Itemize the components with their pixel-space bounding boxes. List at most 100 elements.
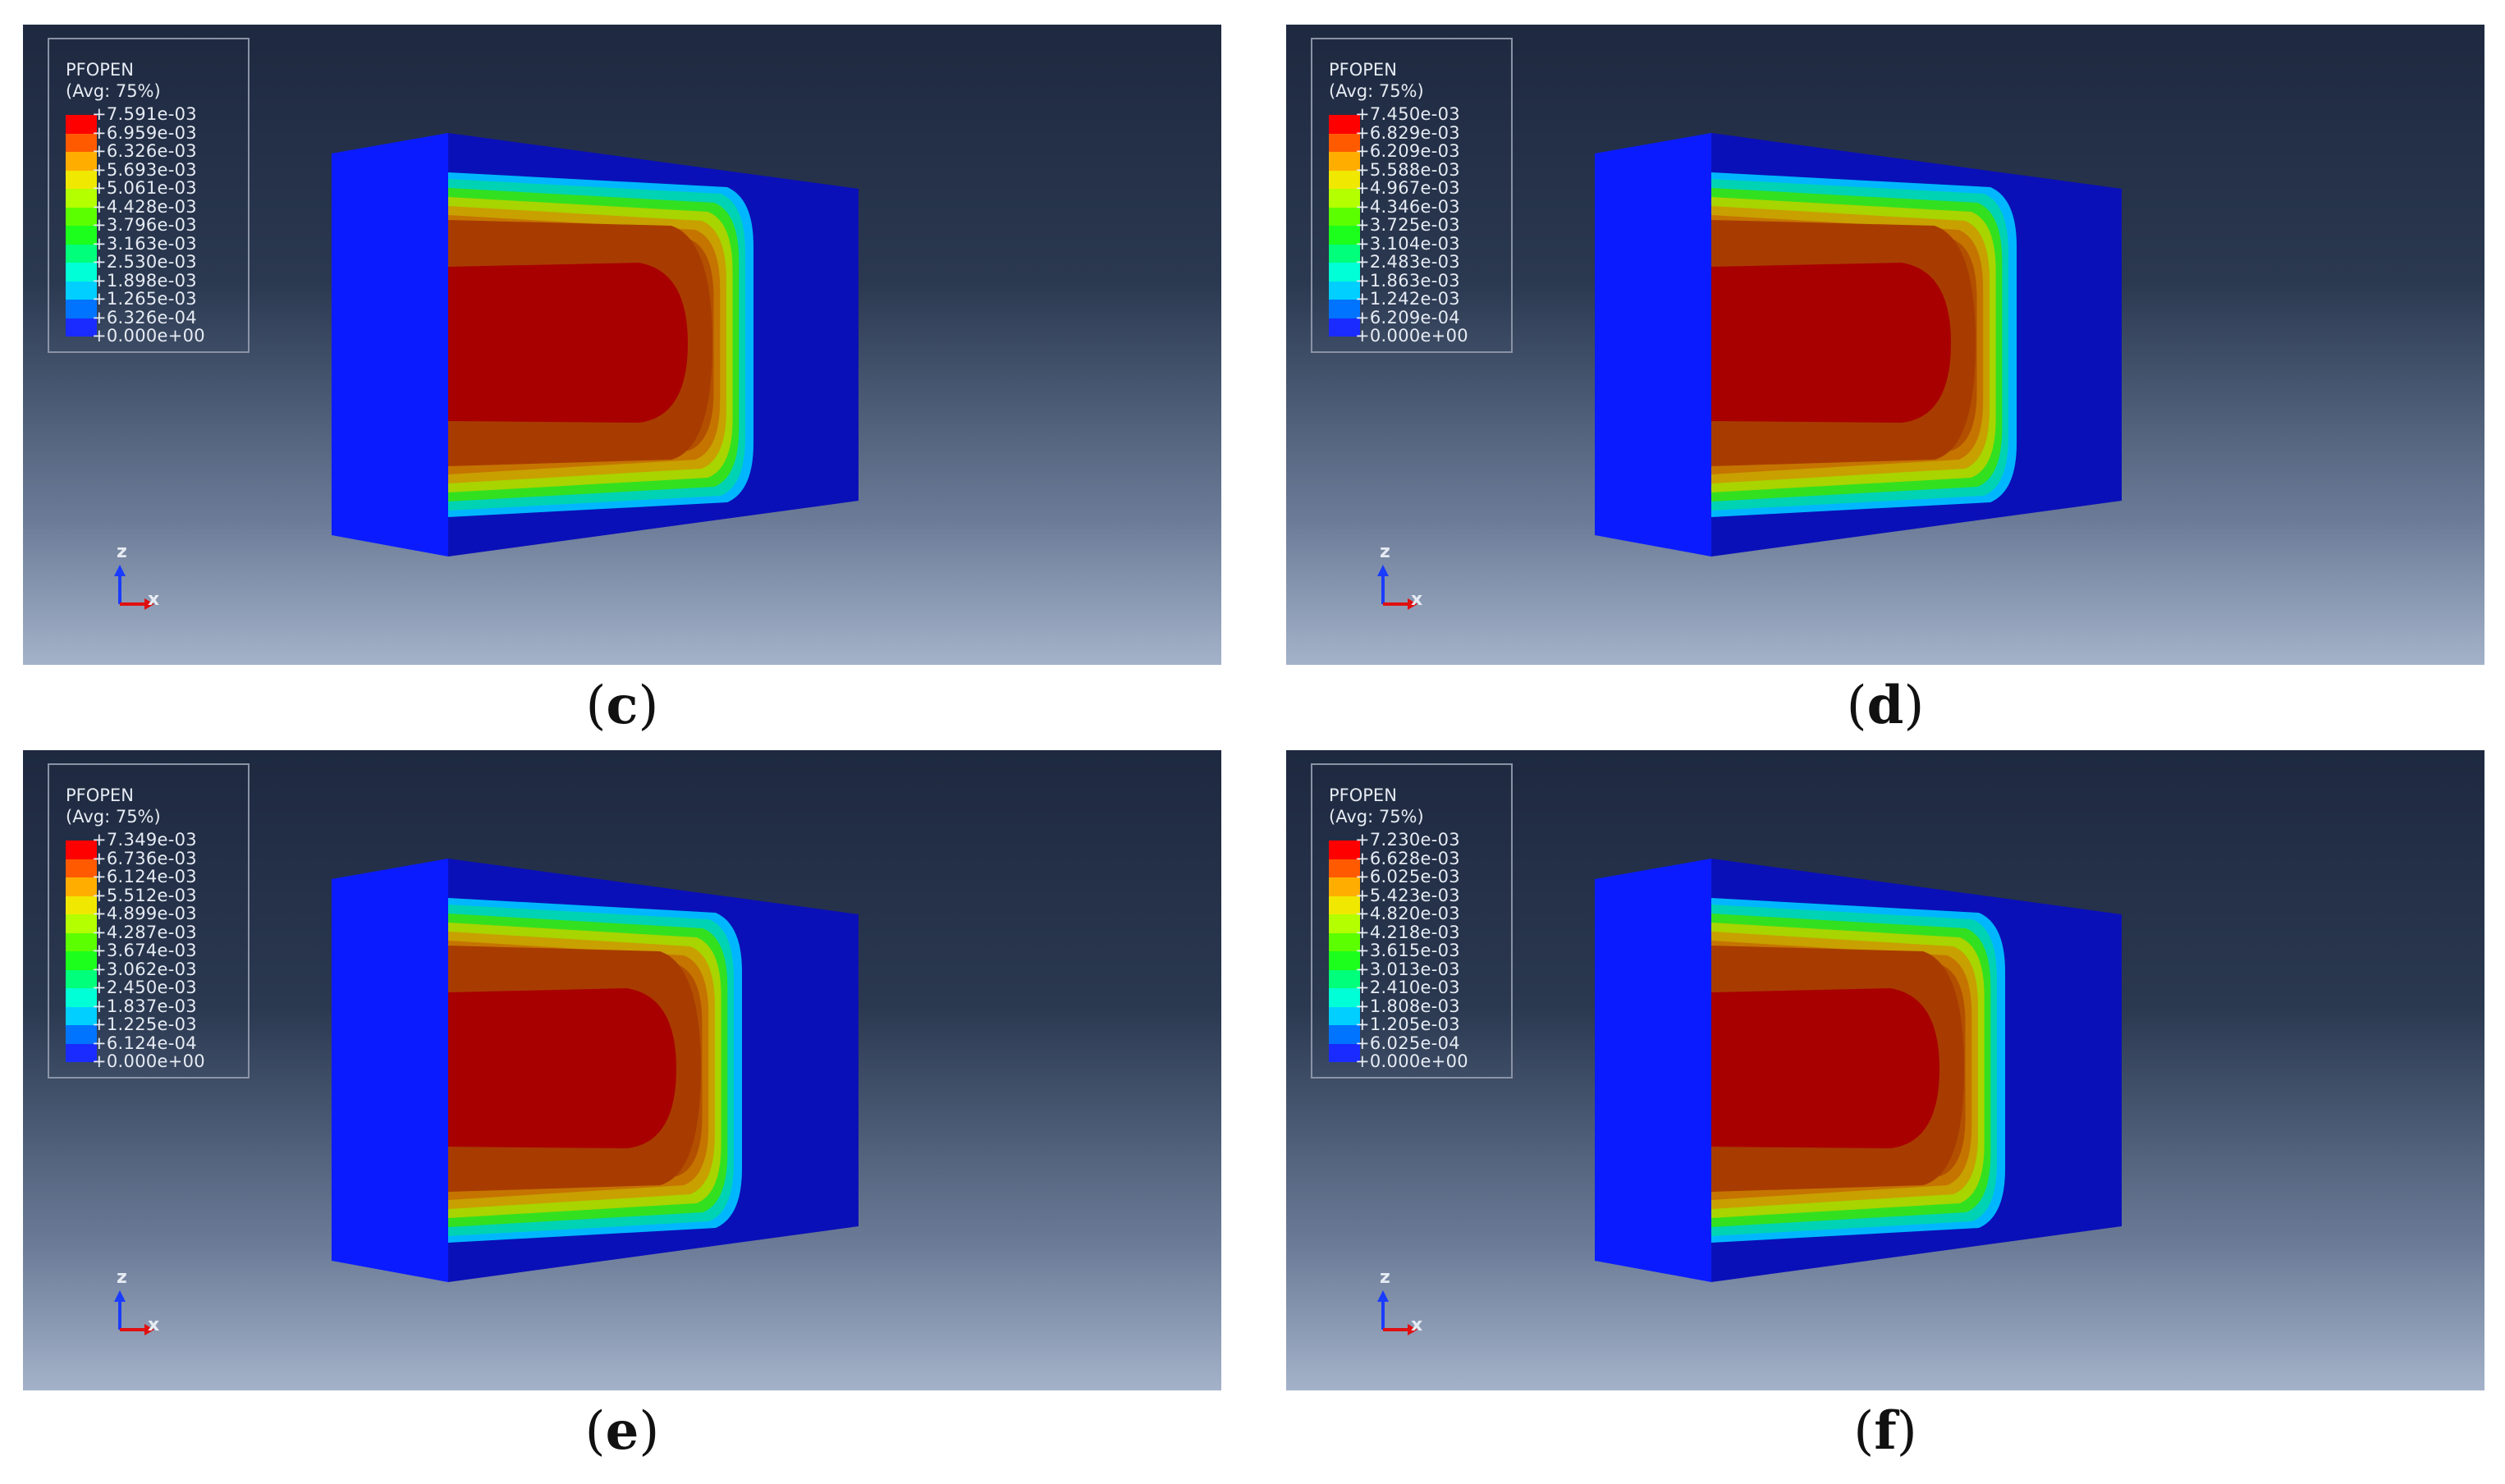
axis-triad-arrows: [114, 565, 154, 610]
legend-swatch: [66, 189, 97, 208]
axis-triad: z x: [1368, 1267, 1450, 1349]
legend-swatch: [66, 152, 97, 171]
caption-f: (f): [1853, 1400, 1917, 1462]
legend-swatch: [1329, 281, 1360, 300]
legend-swatch: [1329, 951, 1360, 970]
caption-d: (d): [1846, 675, 1925, 736]
legend-title: PFOPEN: [1329, 60, 1397, 80]
legend-value: +0.000e+00: [92, 326, 205, 346]
legend-value: +4.428e-03: [92, 196, 197, 217]
legend-value: +5.512e-03: [92, 885, 197, 905]
contour-legend: PFOPEN (Avg: 75%) +7.349e-03 +6.736e-03 +6…: [48, 763, 250, 1079]
legend-value: +6.959e-03: [92, 122, 197, 143]
block-front-face: [1595, 133, 1711, 556]
legend-swatch: [1329, 152, 1360, 171]
legend-subtitle: (Avg: 75%): [66, 807, 161, 827]
legend-swatch: [1329, 877, 1360, 896]
legend-value: +6.124e-03: [92, 867, 197, 886]
legend-swatch: [66, 1006, 97, 1025]
legend-value: +3.674e-03: [92, 941, 197, 960]
legend-value: +3.013e-03: [1355, 959, 1460, 979]
legend-value: +4.820e-03: [1355, 904, 1460, 923]
legend-value: +1.837e-03: [92, 996, 197, 1016]
legend-swatch: [1329, 244, 1360, 263]
legend-subtitle: (Avg: 75%): [1329, 81, 1424, 101]
legend-labels: +7.230e-03 +6.628e-03 +6.025e-03 +5.423e-03…: [1355, 831, 1468, 1071]
model-view: [1595, 859, 2122, 1282]
legend-value: +7.591e-03: [92, 104, 197, 124]
legend-value: +4.218e-03: [1355, 922, 1460, 942]
legend-value: +4.287e-03: [92, 922, 197, 942]
legend-swatch: [66, 840, 97, 859]
legend-value: +1.265e-03: [92, 289, 197, 309]
model-view: [332, 859, 859, 1282]
legend-swatch: [66, 1025, 97, 1044]
legend-swatch: [66, 914, 97, 933]
legend-swatch: [1329, 969, 1360, 988]
axis-x-label: x: [1411, 589, 1423, 610]
legend-value: +4.899e-03: [92, 904, 197, 923]
axis-triad-arrows: [114, 1290, 154, 1335]
legend-swatch: [66, 207, 97, 226]
legend-value: +5.423e-03: [1355, 885, 1460, 905]
legend-swatch: [66, 170, 97, 189]
legend-value: +2.410e-03: [1355, 978, 1460, 997]
contour-core: [448, 988, 676, 1148]
legend-value: +3.615e-03: [1355, 941, 1460, 960]
legend-swatch: [1329, 1006, 1360, 1025]
legend-swatch: [66, 281, 97, 300]
legend-color-scale: [66, 115, 97, 337]
legend-value: +6.628e-03: [1355, 848, 1460, 868]
legend-value: +0.000e+00: [1355, 326, 1468, 346]
legend-swatch: [1329, 840, 1360, 859]
legend-swatch: [66, 969, 97, 988]
legend-value: +1.898e-03: [92, 270, 197, 291]
legend-value: +6.124e-04: [92, 1033, 197, 1053]
legend-value: +6.326e-03: [92, 141, 197, 161]
legend-value: +6.829e-03: [1355, 122, 1460, 143]
caption-e: (e): [584, 1400, 660, 1462]
legend-value: +1.808e-03: [1355, 996, 1460, 1016]
legend-value: +6.025e-03: [1355, 867, 1460, 886]
legend-value: +6.736e-03: [92, 848, 197, 868]
legend-swatch: [1329, 226, 1360, 245]
legend-value: +0.000e+00: [1355, 1051, 1468, 1071]
legend-swatch: [1329, 318, 1360, 337]
legend-value: +0.000e+00: [92, 1051, 205, 1071]
legend-swatch: [66, 1043, 97, 1062]
legend-swatch: [66, 263, 97, 282]
legend-subtitle: (Avg: 75%): [66, 81, 161, 101]
legend-value: +1.225e-03: [92, 1015, 197, 1034]
legend-color-scale: [1329, 115, 1360, 337]
legend-value: +3.062e-03: [92, 959, 197, 979]
legend-value: +6.209e-04: [1355, 307, 1460, 327]
legend-value: +7.349e-03: [92, 830, 197, 850]
contour-panel-e: PFOPEN (Avg: 75%) +7.349e-03 +6.736e-03 +6…: [23, 750, 1221, 1390]
caption-letter: f: [1874, 1400, 1897, 1462]
legend-swatch: [1329, 300, 1360, 318]
legend-swatch: [1329, 263, 1360, 282]
legend-labels: +7.349e-03 +6.736e-03 +6.124e-03 +5.512e-03…: [92, 831, 205, 1071]
contour-panel-f: PFOPEN (Avg: 75%) +7.230e-03 +6.628e-03 +6…: [1286, 750, 2484, 1390]
legend-value: +6.209e-03: [1355, 141, 1460, 161]
legend-value: +1.242e-03: [1355, 289, 1460, 309]
legend-swatch: [1329, 170, 1360, 189]
legend-swatch: [1329, 895, 1360, 914]
contour-panel-c: PFOPEN (Avg: 75%) +7.591e-03 +6.959e-03 +6…: [23, 25, 1221, 665]
axis-triad: z x: [1368, 542, 1450, 624]
legend-subtitle: (Avg: 75%): [1329, 807, 1424, 827]
caption-letter: d: [1866, 675, 1904, 736]
caption-letter: e: [605, 1400, 639, 1462]
legend-value: +3.163e-03: [92, 233, 197, 254]
legend-color-scale: [66, 840, 97, 1062]
legend-swatch: [66, 932, 97, 951]
legend-swatch: [1329, 859, 1360, 877]
contour-legend: PFOPEN (Avg: 75%) +7.450e-03 +6.829e-03 +6…: [1311, 38, 1513, 353]
legend-title: PFOPEN: [66, 60, 134, 80]
legend-swatch: [66, 859, 97, 877]
legend-value: +7.450e-03: [1355, 104, 1460, 124]
block-front-face: [1595, 859, 1711, 1282]
contour-core: [448, 263, 688, 423]
legend-value: +2.483e-03: [1355, 252, 1460, 272]
legend-swatch: [66, 244, 97, 263]
